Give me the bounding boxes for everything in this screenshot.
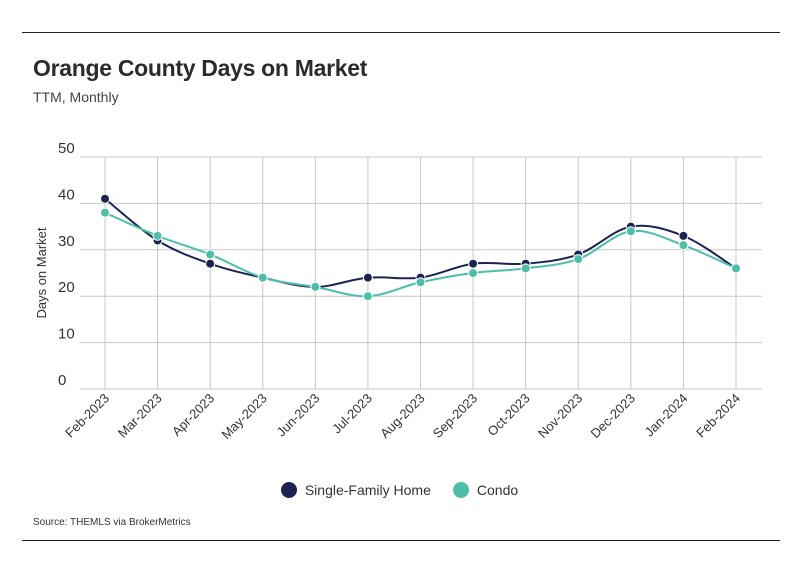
data-point-single-family bbox=[362, 272, 373, 283]
legend-marker-condo bbox=[452, 482, 469, 498]
legend-item-single-family[interactable]: Single-Family Home bbox=[280, 482, 431, 498]
data-point-single-family bbox=[678, 230, 689, 241]
top-rule bbox=[22, 32, 780, 33]
x-tick-label: Jan-2024 bbox=[642, 391, 691, 440]
legend-label-single-family: Single-Family Home bbox=[304, 482, 431, 498]
data-point-condo bbox=[468, 268, 479, 278]
y-tick-label: 20 bbox=[58, 279, 75, 296]
y-tick-label: 50 bbox=[58, 140, 75, 157]
data-point-single-family bbox=[100, 193, 110, 204]
data-point-single-family bbox=[205, 258, 216, 269]
data-point-condo bbox=[257, 272, 268, 283]
x-tick-label: Nov-2023 bbox=[535, 391, 585, 441]
x-tick-label: May-2023 bbox=[218, 391, 269, 442]
x-tick-label: Oct-2023 bbox=[484, 391, 532, 439]
x-tick-label: Apr-2023 bbox=[169, 391, 217, 439]
data-point-condo bbox=[152, 230, 163, 241]
bottom-rule bbox=[22, 540, 780, 541]
data-point-condo bbox=[678, 240, 689, 251]
x-tick-label: Dec-2023 bbox=[587, 391, 637, 441]
y-axis-label: Days on Market bbox=[34, 227, 49, 318]
chart-subtitle: TTM, Monthly bbox=[33, 89, 119, 105]
x-tick-label: Aug-2023 bbox=[377, 391, 427, 441]
data-point-single-family bbox=[468, 258, 479, 269]
x-tick-label: Mar-2023 bbox=[115, 391, 165, 441]
x-tick-label: Feb-2024 bbox=[693, 391, 743, 441]
x-tick-label: Feb-2023 bbox=[62, 391, 112, 441]
x-tick-label: Jul-2023 bbox=[329, 391, 375, 437]
y-tick-label: 30 bbox=[58, 233, 75, 250]
data-point-condo bbox=[100, 207, 110, 218]
legend-marker-single-family bbox=[280, 482, 297, 498]
data-point-condo bbox=[205, 249, 216, 260]
x-tick-label: Jun-2023 bbox=[274, 391, 323, 440]
data-point-condo bbox=[415, 277, 426, 288]
data-point-condo bbox=[731, 263, 741, 274]
data-point-condo bbox=[625, 226, 636, 237]
legend-label-condo: Condo bbox=[476, 482, 519, 498]
data-point-condo bbox=[573, 254, 584, 265]
source-note: Source: THEMLS via BrokerMetrics bbox=[33, 517, 191, 528]
legend-item-condo[interactable]: Condo bbox=[452, 482, 519, 498]
y-tick-label: 10 bbox=[58, 326, 75, 343]
data-point-condo bbox=[310, 281, 321, 292]
x-tick-label: Sep-2023 bbox=[430, 391, 480, 441]
data-point-condo bbox=[520, 263, 531, 274]
y-tick-label: 40 bbox=[58, 186, 75, 203]
y-tick-label: 0 bbox=[58, 372, 66, 389]
data-point-condo bbox=[362, 291, 373, 302]
legend: Single-Family Home Condo bbox=[0, 482, 799, 498]
chart-title: Orange County Days on Market bbox=[33, 55, 368, 81]
